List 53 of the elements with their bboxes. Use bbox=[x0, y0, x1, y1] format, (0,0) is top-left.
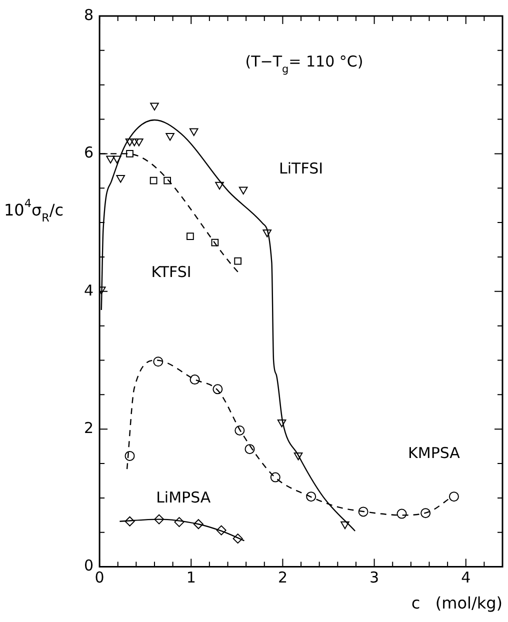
y-tick-label: 8 bbox=[84, 6, 94, 24]
point bbox=[150, 102, 159, 111]
point bbox=[116, 175, 126, 183]
y-tick-label: 6 bbox=[84, 144, 94, 162]
point bbox=[112, 156, 122, 164]
point bbox=[126, 150, 134, 158]
point bbox=[134, 138, 144, 146]
y-tick-label: 4 bbox=[84, 281, 94, 300]
annotation: KMPSA bbox=[408, 444, 461, 462]
point bbox=[186, 232, 194, 240]
annotation: LiMPSA bbox=[156, 488, 212, 506]
point bbox=[189, 128, 198, 136]
point bbox=[190, 374, 200, 385]
point bbox=[164, 176, 171, 184]
point bbox=[396, 508, 407, 519]
point bbox=[232, 534, 243, 544]
point bbox=[211, 238, 219, 246]
point bbox=[216, 525, 226, 536]
point bbox=[124, 516, 135, 526]
point bbox=[244, 444, 255, 454]
point bbox=[294, 452, 303, 460]
point bbox=[420, 508, 431, 518]
point bbox=[238, 186, 248, 194]
point bbox=[277, 419, 286, 428]
annotation: KTFSI bbox=[151, 263, 192, 282]
point bbox=[166, 133, 174, 141]
point bbox=[150, 176, 158, 184]
point bbox=[212, 384, 223, 394]
point bbox=[262, 229, 272, 238]
point bbox=[124, 450, 135, 461]
x-tick-label: 3 bbox=[370, 568, 380, 587]
point bbox=[270, 472, 280, 482]
point bbox=[106, 156, 115, 164]
point bbox=[306, 492, 316, 502]
point bbox=[234, 257, 242, 265]
point bbox=[340, 521, 350, 530]
x-tick-label: 2 bbox=[278, 568, 288, 587]
point bbox=[130, 138, 139, 146]
point bbox=[215, 182, 224, 190]
x-tick-label: 1 bbox=[186, 568, 196, 587]
x-axis-title: c (mol/kg) bbox=[411, 594, 502, 613]
y-tick-label: 2 bbox=[84, 418, 94, 437]
y-tick-label: 0 bbox=[84, 556, 94, 575]
point bbox=[153, 356, 164, 367]
point bbox=[174, 517, 184, 528]
point bbox=[193, 519, 204, 530]
point bbox=[125, 138, 134, 146]
point bbox=[448, 492, 459, 502]
point bbox=[154, 514, 164, 524]
point bbox=[358, 506, 368, 517]
point bbox=[234, 425, 245, 436]
x-tick-label: 4 bbox=[461, 568, 471, 587]
annotation: LiTFSI bbox=[279, 160, 324, 178]
